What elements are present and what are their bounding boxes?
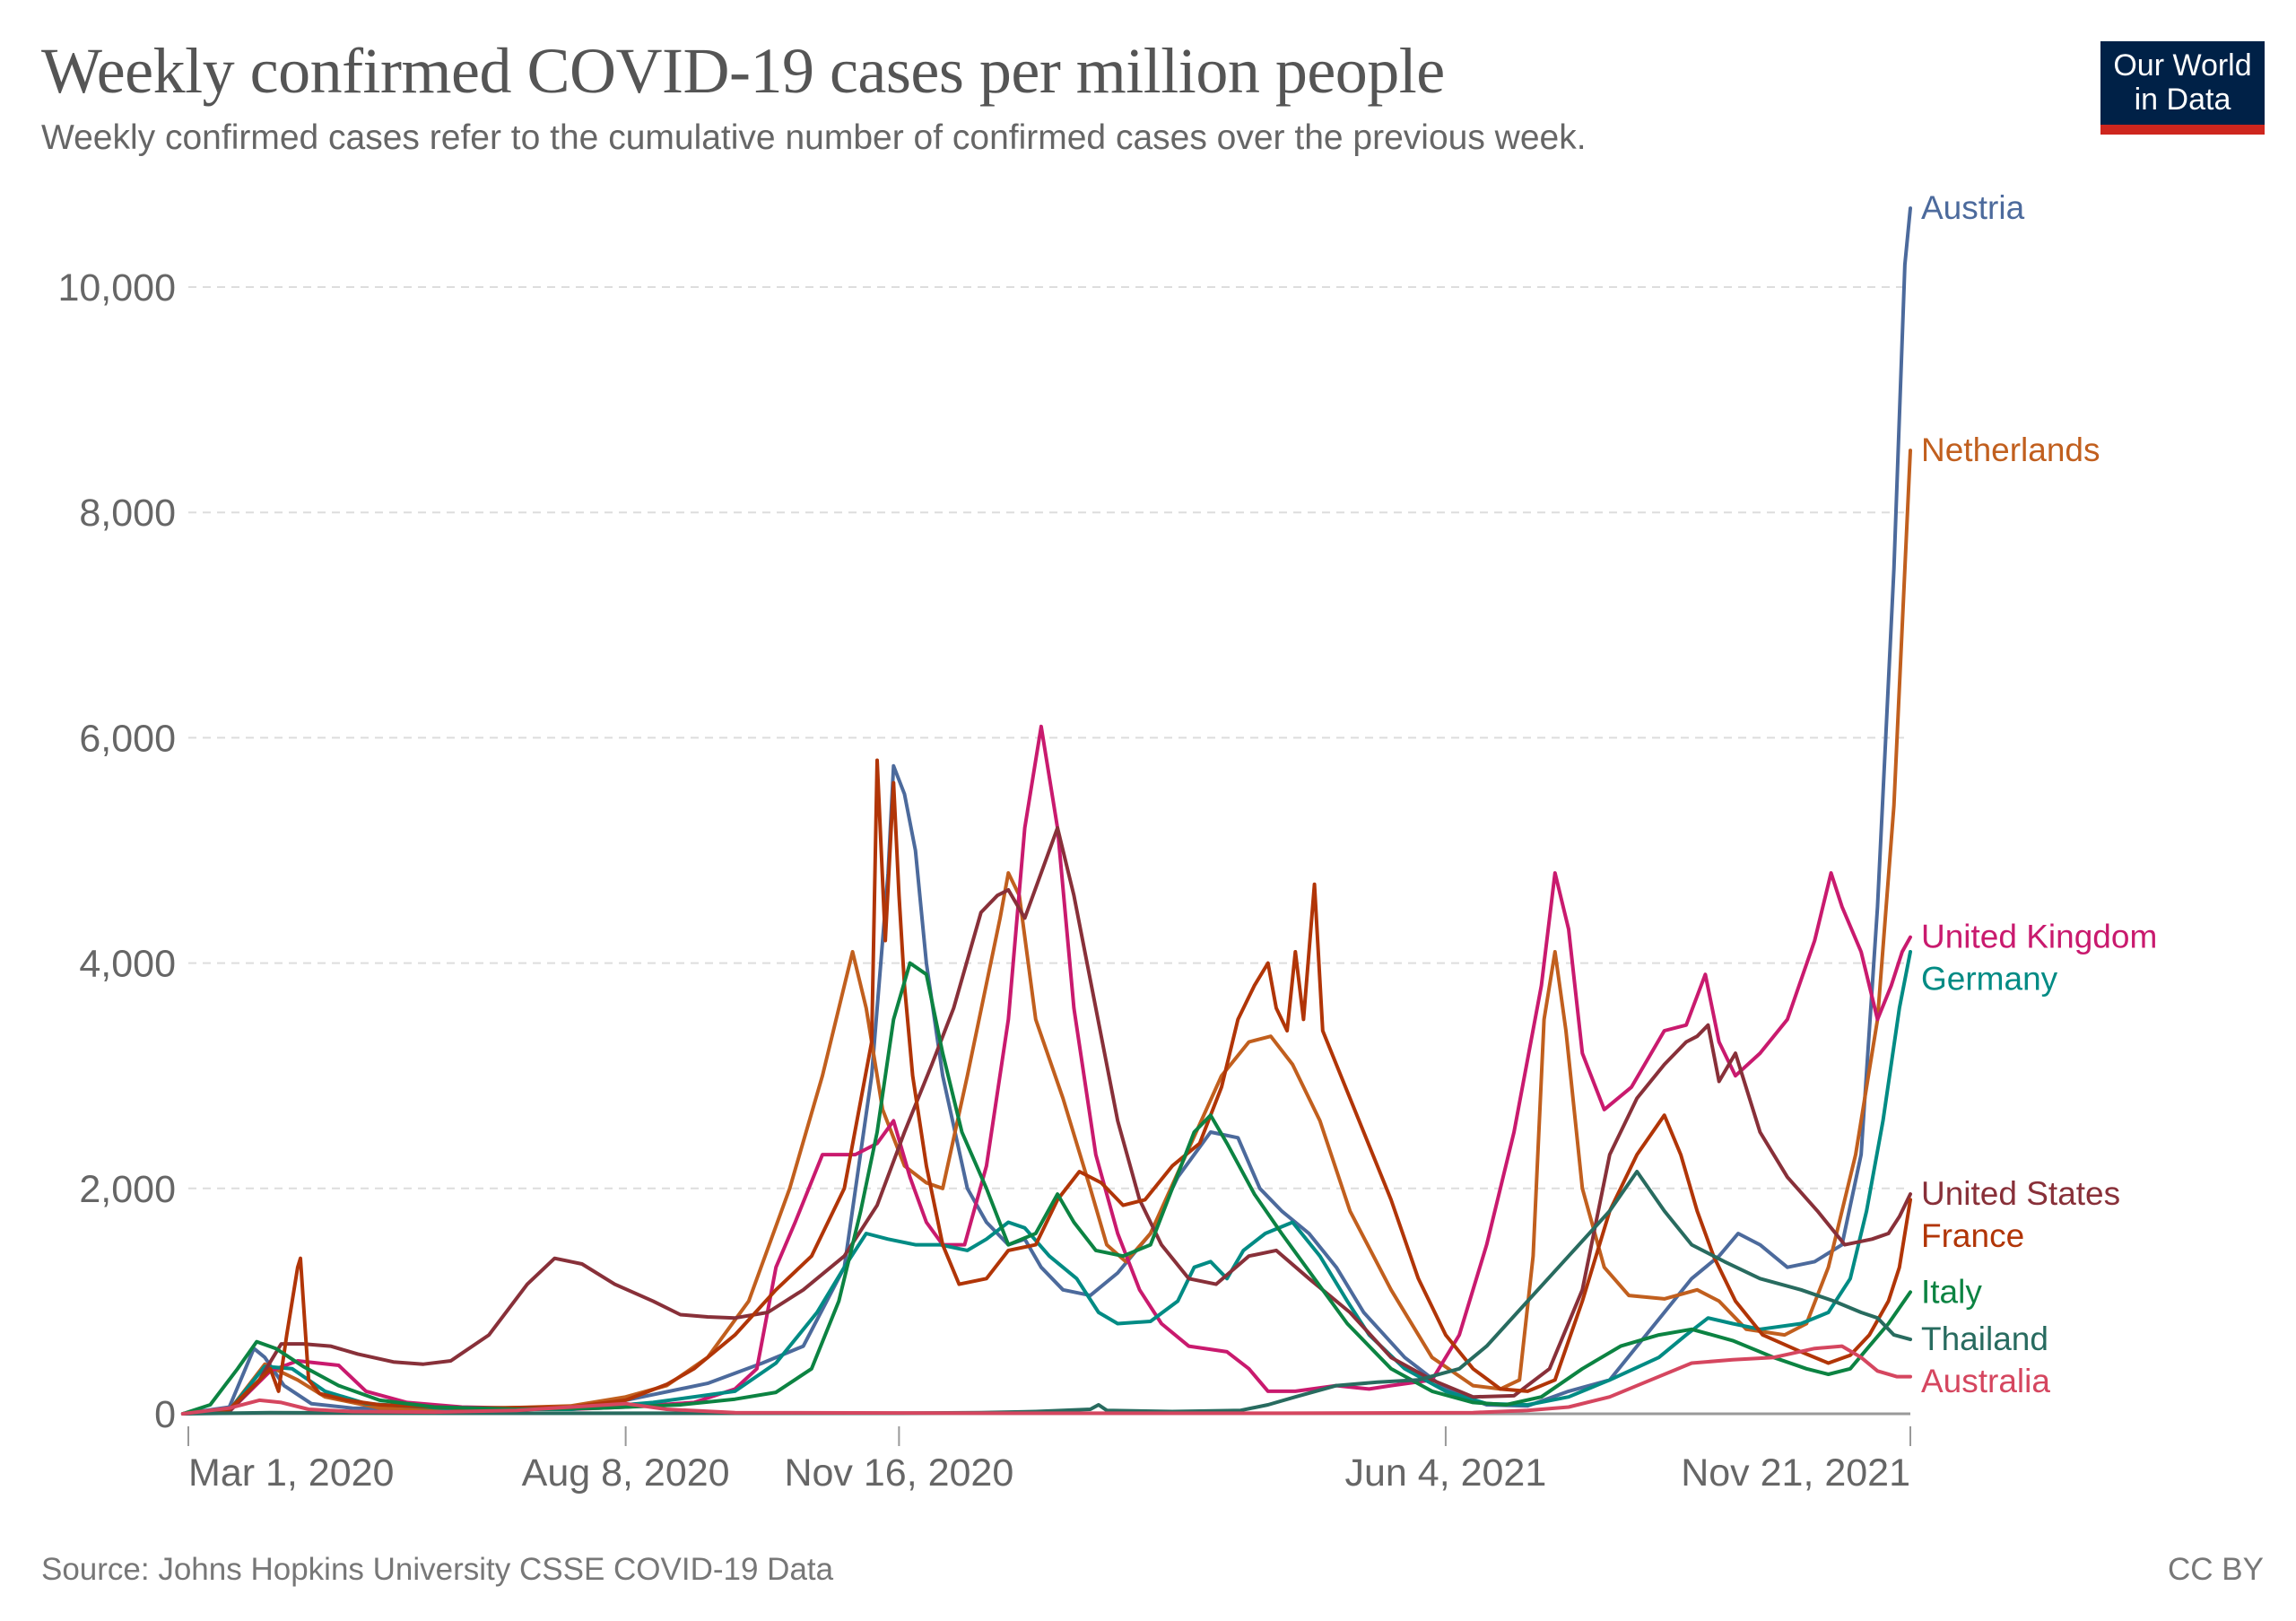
y-tick-label: 4,000 — [79, 943, 176, 986]
logo-text: Our World in Data — [2100, 48, 2265, 117]
logo-line-1: Our World — [2113, 48, 2252, 83]
series-line-austria[interactable] — [180, 206, 1912, 1416]
x-axis: Mar 1, 2020 Aug 8, 2020 Nov 16, 2020 Jun 4,… — [187, 1412, 1911, 1495]
source-note: Source: Johns Hopkins University CSSE CO… — [41, 1552, 834, 1587]
y-tick-label: 2,000 — [79, 1168, 176, 1211]
y-axis-ticks: 0 2,000 4,000 6,000 8,000 10,000 — [57, 266, 176, 1436]
series-label-italy[interactable]: Italy — [1921, 1273, 1982, 1310]
series-label-australia[interactable]: Australia — [1921, 1363, 2050, 1399]
series-labels: Austria Netherlands United Kingdom Germany U… — [1921, 189, 2157, 1399]
logo-accent-bar — [2100, 125, 2265, 135]
series-label-france[interactable]: France — [1921, 1217, 2024, 1254]
series-line-thailand[interactable] — [180, 1170, 1912, 1416]
y-tick-label: 0 — [154, 1393, 176, 1436]
series-line-australia[interactable] — [180, 1344, 1912, 1416]
chart-title: Weekly confirmed COVID-19 cases per mill… — [41, 35, 1445, 107]
owid-logo[interactable]: Our World in Data — [2100, 41, 2265, 135]
series-line-germany[interactable] — [180, 950, 1912, 1416]
y-tick-label: 6,000 — [79, 717, 176, 760]
series-line-united-states[interactable] — [180, 825, 1912, 1416]
y-tick-label: 10,000 — [57, 266, 176, 309]
series-label-united-kingdom[interactable]: United Kingdom — [1921, 919, 2157, 955]
license-link[interactable]: CC BY — [2168, 1552, 2264, 1587]
chart-subtitle: Weekly confirmed cases refer to the cumu… — [41, 118, 1587, 157]
series-label-germany[interactable]: Germany — [1921, 961, 2058, 998]
x-tick-label: Mar 1, 2020 — [188, 1451, 394, 1495]
x-tick-label: Jun 4, 2021 — [1345, 1451, 1547, 1495]
series-label-united-states[interactable]: United States — [1921, 1175, 2120, 1212]
series-label-netherlands[interactable]: Netherlands — [1921, 431, 2100, 468]
series-label-austria[interactable]: Austria — [1921, 189, 2025, 226]
y-tick-label: 8,000 — [79, 492, 176, 535]
x-tick-label: Nov 16, 2020 — [784, 1451, 1013, 1495]
x-tick-label: Nov 21, 2021 — [1681, 1451, 1910, 1495]
series-line-italy[interactable] — [180, 961, 1912, 1416]
series-label-thailand[interactable]: Thailand — [1921, 1320, 2048, 1357]
series-line-netherlands[interactable] — [180, 449, 1912, 1416]
x-tick-label: Aug 8, 2020 — [522, 1451, 730, 1495]
logo-line-2: in Data — [2134, 83, 2231, 117]
series-line-united-kingdom[interactable] — [180, 724, 1912, 1416]
series-lines — [180, 206, 1912, 1416]
